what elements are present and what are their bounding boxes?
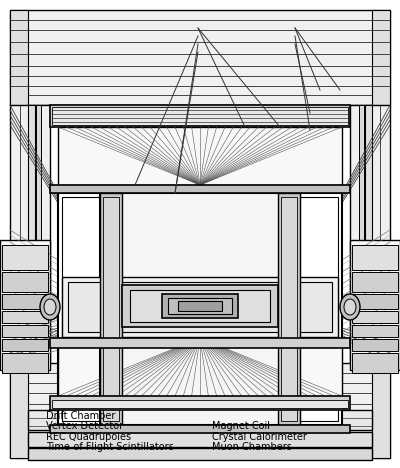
Bar (100, 193, 122, 425)
Bar (352, 339, 398, 351)
Bar (359, 105, 364, 363)
Ellipse shape (44, 299, 56, 315)
Bar (352, 272, 398, 292)
Ellipse shape (340, 294, 360, 320)
Bar (2, 294, 48, 309)
Bar (365, 105, 372, 363)
Bar (2, 353, 48, 373)
Ellipse shape (40, 294, 60, 320)
Text: Vertex Detector: Vertex Detector (46, 421, 123, 431)
Bar (0, 240, 50, 370)
Bar (352, 353, 398, 373)
Bar (58, 127, 342, 185)
Bar (50, 185, 350, 193)
Bar (103, 197, 119, 421)
Bar (2, 339, 48, 351)
Bar (2, 245, 48, 270)
Bar (162, 294, 238, 318)
Bar (168, 298, 232, 314)
Bar (62, 277, 338, 337)
Bar (100, 193, 300, 425)
Bar (2, 311, 48, 323)
Bar (281, 197, 297, 421)
Text: Crystal Calorimeter: Crystal Calorimeter (212, 431, 307, 442)
Bar (278, 193, 300, 425)
Bar (352, 294, 398, 309)
Text: Magnet Coil: Magnet Coil (212, 421, 270, 431)
Bar (178, 301, 222, 311)
Ellipse shape (344, 299, 356, 315)
Text: Time-of-Flight Scintillators: Time-of-Flight Scintillators (46, 442, 174, 452)
Text: Muon Chambers: Muon Chambers (212, 442, 292, 452)
Bar (372, 363, 390, 458)
Bar (350, 105, 390, 363)
Bar (50, 105, 350, 127)
Bar (10, 10, 390, 105)
Text: Drift Chamber: Drift Chamber (46, 411, 115, 421)
Bar (352, 325, 398, 337)
Bar (10, 105, 50, 363)
Bar (52, 107, 348, 125)
Bar (58, 338, 342, 396)
Bar (352, 311, 398, 323)
Bar (28, 105, 35, 363)
Bar (50, 425, 350, 433)
Bar (28, 432, 372, 447)
Bar (52, 400, 348, 408)
Bar (352, 245, 398, 270)
Bar (10, 363, 390, 458)
Bar (36, 105, 41, 363)
Bar (122, 285, 278, 327)
Bar (68, 282, 332, 332)
Bar (2, 272, 48, 292)
Bar (372, 10, 390, 105)
Bar (28, 410, 372, 430)
Bar (58, 193, 342, 425)
Bar (10, 10, 28, 105)
Bar (50, 396, 350, 410)
Bar (50, 338, 350, 348)
Bar (130, 290, 270, 322)
Bar (62, 197, 338, 421)
Bar (2, 325, 48, 337)
Bar (28, 448, 372, 460)
Bar (350, 240, 400, 370)
Bar (10, 363, 28, 458)
Text: REC Quadrupoles: REC Quadrupoles (46, 431, 131, 442)
